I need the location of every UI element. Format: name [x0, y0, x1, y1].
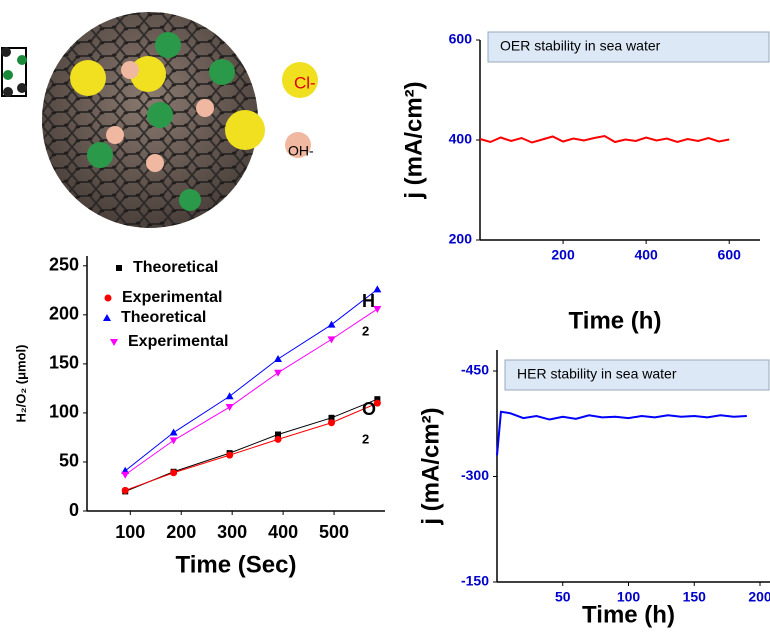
annotation: 2	[362, 323, 369, 338]
y-axis-label: j (mA/cm²)	[417, 407, 444, 525]
x-tick-label: 150	[683, 589, 707, 605]
y-tick-label: 200	[49, 304, 79, 324]
x-tick-label: 200	[551, 247, 575, 263]
legend-marker	[105, 295, 112, 302]
water-molecule	[209, 59, 235, 85]
x-axis-label: Time (h)	[582, 601, 675, 628]
annotation: 2	[362, 431, 369, 446]
point	[328, 419, 335, 426]
annotation: O	[362, 399, 376, 419]
point	[328, 321, 336, 328]
x-tick-label: 300	[217, 522, 247, 542]
x-tick-label: 600	[718, 247, 742, 263]
series-line	[125, 399, 377, 491]
legend-marker	[103, 314, 111, 321]
legend-text: HER stability in sea water	[517, 366, 677, 382]
y-tick-label: 150	[49, 353, 79, 373]
oh-label: OH-	[288, 143, 314, 159]
point	[226, 452, 233, 459]
y-tick-label: 0	[69, 500, 79, 520]
cl-ion	[70, 60, 106, 96]
y-tick-label: 100	[49, 402, 79, 422]
y-tick-label: 250	[49, 255, 79, 275]
legend-label: Experimental	[122, 289, 222, 306]
illustration: Cl- OH-	[1, 12, 318, 228]
x-tick-label: 400	[634, 247, 658, 263]
y-tick-label: 200	[449, 231, 473, 247]
point	[226, 404, 234, 411]
point	[122, 487, 129, 494]
cl-label: Cl-	[294, 73, 316, 92]
legend-label: Theoretical	[121, 309, 206, 326]
y-tick-label: -150	[461, 573, 489, 589]
oh-ion	[146, 154, 164, 172]
legend-marker	[116, 265, 122, 271]
oh-ion	[196, 99, 214, 117]
point	[170, 437, 178, 444]
point	[274, 370, 282, 377]
point	[275, 436, 282, 443]
series-line	[497, 412, 747, 456]
x-tick-label: 100	[115, 522, 145, 542]
y-tick-label: -300	[461, 467, 489, 483]
point	[170, 429, 178, 436]
point	[226, 392, 234, 399]
x-axis-label: Time (Sec)	[176, 551, 297, 578]
x-tick-label: 400	[268, 522, 298, 542]
point	[121, 472, 129, 479]
cl-ion	[225, 110, 265, 150]
water-molecule	[87, 142, 113, 168]
x-axis-label: Time (h)	[569, 307, 662, 334]
series-line	[480, 136, 729, 143]
y-tick-label: 400	[449, 131, 473, 147]
crystal-icon	[1, 47, 27, 97]
water-molecule	[155, 32, 181, 58]
x-tick-label: 50	[555, 589, 571, 605]
y-axis-label: j (mA/cm²)	[400, 81, 427, 199]
oh-ion	[106, 126, 124, 144]
y-tick-label: 600	[449, 31, 473, 47]
series-line	[125, 403, 377, 490]
legend-label: Experimental	[128, 333, 228, 350]
x-tick-label: 500	[319, 522, 349, 542]
oh-ion	[121, 61, 139, 79]
legend-label: Theoretical	[133, 259, 218, 276]
water-molecule	[147, 102, 173, 128]
y-axis-label: H₂/O₂ (μmol)	[13, 345, 28, 423]
point	[328, 336, 336, 343]
point	[274, 355, 282, 362]
y-tick-label: -450	[461, 362, 489, 378]
water-molecule	[179, 189, 201, 211]
x-tick-label: 200	[748, 589, 770, 605]
legend-marker	[110, 339, 118, 346]
legend-text: OER stability in sea water	[500, 38, 661, 54]
y-tick-label: 50	[59, 451, 79, 471]
x-tick-label: 200	[166, 522, 196, 542]
figure: Cl- OH- 200 400 600 200 400 600 j (mA/cm²) Time…	[0, 0, 770, 632]
point	[170, 469, 177, 476]
annotation: H	[362, 291, 375, 311]
